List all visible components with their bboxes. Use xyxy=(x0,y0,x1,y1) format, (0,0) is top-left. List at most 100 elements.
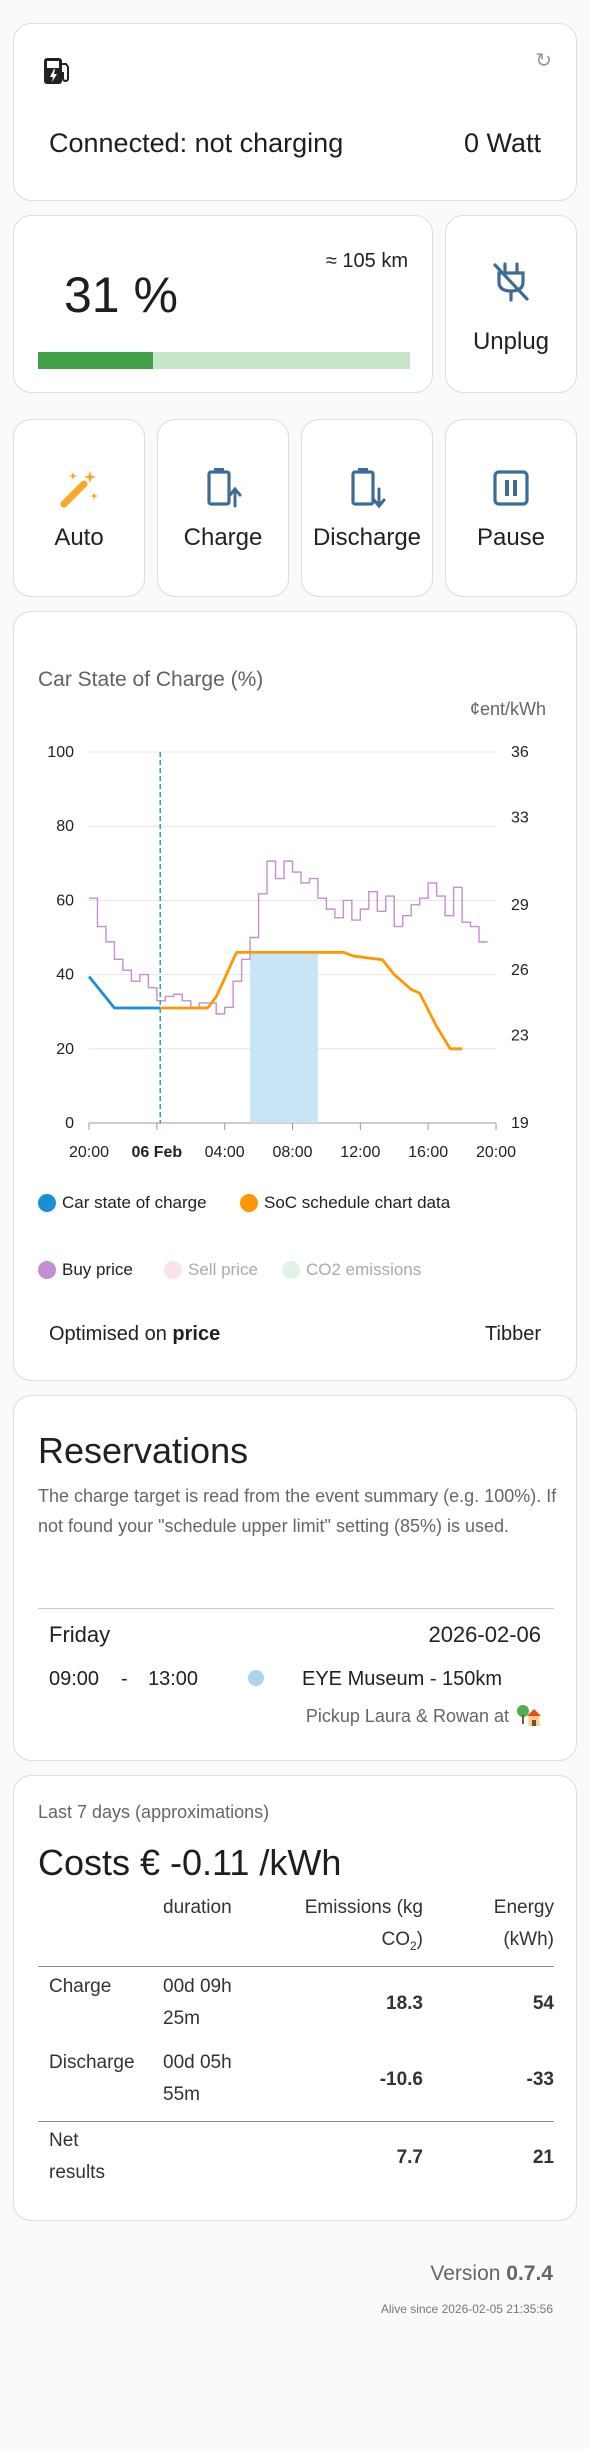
alive-since: Alive since 2026-02-05 21:35:56 xyxy=(380,2302,553,2316)
mode-label-auto: Auto xyxy=(54,524,104,551)
row-charge-duration-line2: 25m xyxy=(163,2008,200,2029)
y-left-tick-label: 20 xyxy=(56,1041,74,1058)
legend-label: Sell price xyxy=(188,1260,258,1279)
costs-value: Costs € -0.11 /kWh xyxy=(38,1842,342,1883)
row-discharge-duration-line1: 00d 05h xyxy=(163,2052,232,2073)
reservation-day: Friday xyxy=(49,1622,111,1647)
header-emissions-co: CO xyxy=(381,1929,410,1950)
reservation-band xyxy=(250,952,318,1123)
chart-area: 0 20 40 60 80 100 19 23 26 29 33 36 20:00 06 Feb 04:00… xyxy=(14,612,576,1172)
y-right-tick-label: 36 xyxy=(511,744,529,761)
header-emissions-close: ) xyxy=(416,1929,423,1950)
row-net-label-line2: results xyxy=(49,2162,105,2183)
house-tree-icon xyxy=(515,1704,541,1728)
legend-label: Car state of charge xyxy=(62,1193,207,1212)
y-right-tick-label: 29 xyxy=(511,897,529,914)
version-number: 0.7.4 xyxy=(506,2262,553,2285)
battery-arrow-up-icon xyxy=(203,466,243,510)
legend-label: Buy price xyxy=(62,1260,133,1279)
legend-label: SoC schedule chart data xyxy=(264,1193,451,1212)
price-provider: Tibber xyxy=(485,1323,541,1345)
legend-sell-price[interactable]: Sell price xyxy=(164,1260,258,1280)
y-right-tick-label: 19 xyxy=(511,1115,529,1132)
optimised-value: price xyxy=(172,1323,221,1345)
status-card: ↻ Connected: not charging 0 Watt xyxy=(13,23,577,201)
mode-button-pause[interactable]: Pause xyxy=(445,419,577,597)
legend-dot xyxy=(240,1194,258,1212)
reservation-event: EYE Museum - 150km xyxy=(302,1668,503,1690)
row-net-energy: 21 xyxy=(532,2147,554,2168)
mode-label-discharge: Discharge xyxy=(312,524,422,551)
table-net-divider xyxy=(38,2121,554,2122)
header-emissions-line1: Emissions (kg xyxy=(304,1897,423,1918)
reservation-start: 09:00 xyxy=(49,1668,100,1690)
row-charge-label: Charge xyxy=(49,1976,112,1997)
reservations-description: The charge target is read from the event… xyxy=(38,1486,557,1536)
row-discharge-energy: -33 xyxy=(526,2069,554,2090)
x-tick-label: 20:00 xyxy=(476,1144,516,1161)
pause-box-icon xyxy=(491,468,531,508)
y-right-tick-label: 33 xyxy=(511,809,529,826)
refresh-icon[interactable]: ↻ xyxy=(535,50,552,72)
row-charge-duration: 00d 09h 25m xyxy=(163,1971,232,2035)
header-energy: Energy (kWh) xyxy=(434,1892,554,1956)
legend-buy-price[interactable]: Buy price xyxy=(38,1260,133,1280)
x-tick-label: 04:00 xyxy=(205,1144,245,1161)
legend-soc-schedule[interactable]: SoC schedule chart data xyxy=(240,1193,450,1213)
mode-label-charge: Charge xyxy=(183,524,263,551)
chart-title: Car State of Charge (%) xyxy=(38,668,264,691)
y-right-tick-label: 26 xyxy=(511,962,529,979)
reservations-card: Reservations The charge target is read f… xyxy=(13,1395,577,1761)
row-net-emissions: 7.7 xyxy=(396,2147,423,2168)
soc-progress-bar xyxy=(38,352,410,369)
legend-dot xyxy=(38,1194,56,1212)
y-left-tick-label: 100 xyxy=(47,744,74,761)
car-soc-line xyxy=(87,975,161,1010)
chart-svg: 0 20 40 60 80 100 19 23 26 29 33 36 20:00 06 Feb 04:00… xyxy=(47,744,529,1161)
legend-label: CO2 emissions xyxy=(306,1260,422,1279)
unplug-button[interactable]: Unplug xyxy=(445,215,577,393)
mode-button-charge[interactable]: Charge xyxy=(157,419,289,597)
buy-price-line xyxy=(89,860,488,1015)
header-energy-line1: Energy xyxy=(493,1897,554,1918)
reservation-dot xyxy=(248,1670,264,1686)
ev-charger-icon xyxy=(42,54,72,86)
soc-value: 31 % xyxy=(64,267,178,323)
soc-progress-fill xyxy=(38,352,154,369)
power-plug-off-icon xyxy=(490,260,532,304)
reservation-note-row: Pickup Laura & Rowan at xyxy=(306,1704,541,1728)
mode-button-auto[interactable]: Auto xyxy=(13,419,145,597)
reservation-item[interactable]: 09:00 - 13:00 EYE Museum - 150km Pickup … xyxy=(14,1662,576,1742)
y-left-tick-label: 80 xyxy=(56,818,74,835)
row-charge-emissions: 18.3 xyxy=(386,1993,423,2014)
y-left-tick-label: 60 xyxy=(56,892,74,909)
header-duration: duration xyxy=(163,1897,232,1918)
range-value: ≈ 105 km xyxy=(325,250,408,272)
power-value: 0 Watt xyxy=(463,128,541,158)
stats-card: Last 7 days (approximations) Costs € -0.… xyxy=(13,1775,577,2221)
divider xyxy=(38,1608,554,1609)
row-net-label-line1: Net xyxy=(49,2130,79,2151)
x-tick-label: 16:00 xyxy=(408,1144,448,1161)
reservation-end: 13:00 xyxy=(148,1668,199,1690)
x-tick-label: 08:00 xyxy=(272,1144,312,1161)
row-charge-duration-line1: 00d 09h xyxy=(163,1976,232,1997)
mode-label-pause: Pause xyxy=(476,524,546,551)
legend-co2[interactable]: CO2 emissions xyxy=(282,1260,421,1280)
magic-wand-icon xyxy=(58,468,100,510)
chart-card: Car State of Charge (%) ¢ent/kWh 0 20 40 60… xyxy=(13,611,577,1381)
optimised-on: Optimised on price xyxy=(49,1323,220,1346)
row-discharge-duration: 00d 05h 55m xyxy=(163,2047,232,2111)
stats-period: Last 7 days (approximations) xyxy=(38,1802,270,1822)
table-header-divider xyxy=(38,1966,554,1967)
x-tick-label: 20:00 xyxy=(69,1144,109,1161)
version-text: Version 0.7.4 xyxy=(430,2262,553,2286)
legend-dot xyxy=(282,1261,300,1279)
mode-button-discharge[interactable]: Discharge xyxy=(301,419,433,597)
reservations-title: Reservations xyxy=(38,1430,249,1471)
legend-car-soc[interactable]: Car state of charge xyxy=(38,1193,207,1213)
connection-status: Connected: not charging xyxy=(49,128,344,158)
soc-schedule-line xyxy=(160,950,463,1051)
battery-card: 31 % ≈ 105 km xyxy=(13,215,433,393)
y-right-tick-label: 23 xyxy=(511,1028,529,1045)
